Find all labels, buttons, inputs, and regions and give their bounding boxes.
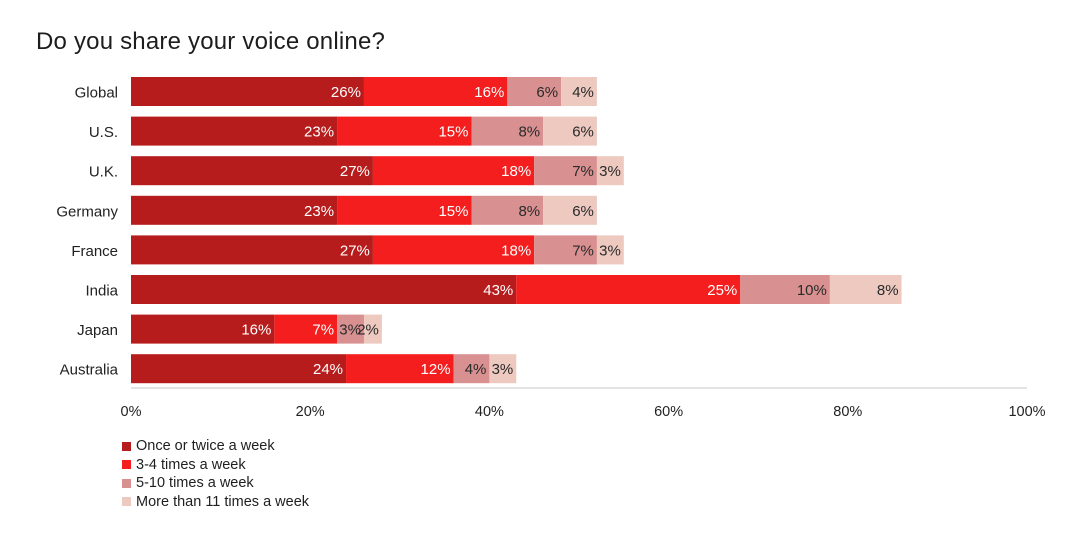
x-tick-label: 40% xyxy=(475,404,504,420)
category-label: U.K. xyxy=(89,164,118,181)
legend-item: 3-4 times a week xyxy=(122,456,309,475)
category-label: Japan xyxy=(77,322,118,339)
data-label: 25% xyxy=(707,282,737,299)
bar-segment xyxy=(507,77,562,106)
data-label: 27% xyxy=(340,242,370,259)
bar-segment xyxy=(363,77,508,106)
legend-label: 5-10 times a week xyxy=(136,475,254,492)
data-label: 43% xyxy=(483,282,513,299)
data-label: 10% xyxy=(797,282,827,299)
legend-swatch xyxy=(122,497,131,507)
category-labels-layer: Global U.S. U.K. Germany France India Japan Aus… xyxy=(56,85,118,379)
category-label: Global xyxy=(75,85,118,102)
x-tick-label: 100% xyxy=(1008,404,1045,420)
legend-item: Once or twice a week xyxy=(122,437,309,456)
bar-segment xyxy=(363,314,382,344)
data-label: 2% xyxy=(357,322,379,339)
data-label: 4% xyxy=(465,361,487,378)
bar-segment xyxy=(516,275,741,304)
data-label: 4% xyxy=(572,84,594,101)
bar-segment xyxy=(471,195,544,225)
data-label: 16% xyxy=(241,322,271,339)
category-label: U.S. xyxy=(89,124,118,141)
bar-segment xyxy=(131,156,373,186)
bar-segment xyxy=(543,116,597,146)
legend-swatch xyxy=(122,441,131,451)
bar-segment xyxy=(337,116,472,146)
data-label: 26% xyxy=(331,84,361,101)
data-label: 7% xyxy=(572,163,594,180)
data-label: 12% xyxy=(421,361,451,378)
bar-segment xyxy=(534,156,597,186)
bar-segment xyxy=(453,354,490,384)
data-label: 7% xyxy=(312,322,334,339)
data-label: 6% xyxy=(536,84,558,101)
legend-swatch xyxy=(122,460,131,470)
data-label: 27% xyxy=(340,163,370,180)
data-label: 15% xyxy=(438,203,468,220)
bar-segment xyxy=(337,314,364,344)
bar-segment xyxy=(131,77,364,106)
bar-segment xyxy=(131,314,275,344)
data-label: 6% xyxy=(572,124,594,141)
bar-segment xyxy=(489,354,517,384)
x-tick-labels-layer: 0% 20% 40% 60% 80% 100% xyxy=(121,404,1046,420)
bar-segment xyxy=(131,116,338,146)
bar-segment xyxy=(543,195,597,225)
data-label: 3% xyxy=(339,322,361,339)
data-labels-layer: 26% 16% 6% 4% 23% 15% 8% 6% 27% 18% 7% 3% 23% 15% 8% 6%… xyxy=(241,84,898,378)
data-label: 15% xyxy=(438,124,468,141)
data-label: 16% xyxy=(474,84,504,101)
legend-label: More than 11 times a week xyxy=(136,493,310,510)
bar-segment xyxy=(596,156,624,186)
data-label: 24% xyxy=(313,361,343,378)
bar-segment xyxy=(829,275,902,304)
legend-label: 3-4 times a week xyxy=(136,456,246,473)
data-label: 7% xyxy=(572,242,594,259)
chart-title: Do you share your voice online? xyxy=(36,28,386,55)
x-tick-label: 80% xyxy=(833,404,862,420)
data-label: 18% xyxy=(501,163,531,180)
bar-segment xyxy=(131,195,338,225)
x-tick-label: 20% xyxy=(296,404,325,420)
bar-segment xyxy=(337,195,472,225)
x-tick-label: 0% xyxy=(121,404,142,420)
legend: Once or twice a week 3-4 times a week 5-10… xyxy=(122,437,309,511)
bar-segment xyxy=(561,77,597,106)
legend-swatch xyxy=(122,478,131,488)
x-tick-label: 60% xyxy=(654,404,683,420)
data-label: 8% xyxy=(518,124,540,141)
category-label: Germany xyxy=(56,203,118,220)
bar-segment xyxy=(372,235,535,265)
bar-segment xyxy=(534,235,597,265)
data-label: 8% xyxy=(518,203,540,220)
category-label: India xyxy=(85,283,118,300)
legend-item: More than 11 times a week xyxy=(122,493,309,512)
data-label: 23% xyxy=(304,124,334,141)
bar-segment xyxy=(131,275,517,304)
bar-segment xyxy=(740,275,830,304)
data-label: 3% xyxy=(492,361,514,378)
bar-segment xyxy=(346,354,454,384)
legend-item: 5-10 times a week xyxy=(122,474,309,493)
bar-segment xyxy=(131,235,373,265)
data-label: 3% xyxy=(599,242,621,259)
bar-segment xyxy=(274,314,338,344)
data-label: 18% xyxy=(501,242,531,259)
data-label: 6% xyxy=(572,203,594,220)
bars-layer xyxy=(131,77,902,384)
bar-segment xyxy=(471,116,544,146)
data-label: 3% xyxy=(599,163,621,180)
bar-segment xyxy=(372,156,535,186)
category-label: France xyxy=(71,243,118,260)
data-label: 8% xyxy=(877,282,899,299)
category-label: Australia xyxy=(60,362,119,379)
legend-label: Once or twice a week xyxy=(136,438,275,455)
bar-segment xyxy=(131,354,347,384)
bar-segment xyxy=(596,235,624,265)
data-label: 23% xyxy=(304,203,334,220)
